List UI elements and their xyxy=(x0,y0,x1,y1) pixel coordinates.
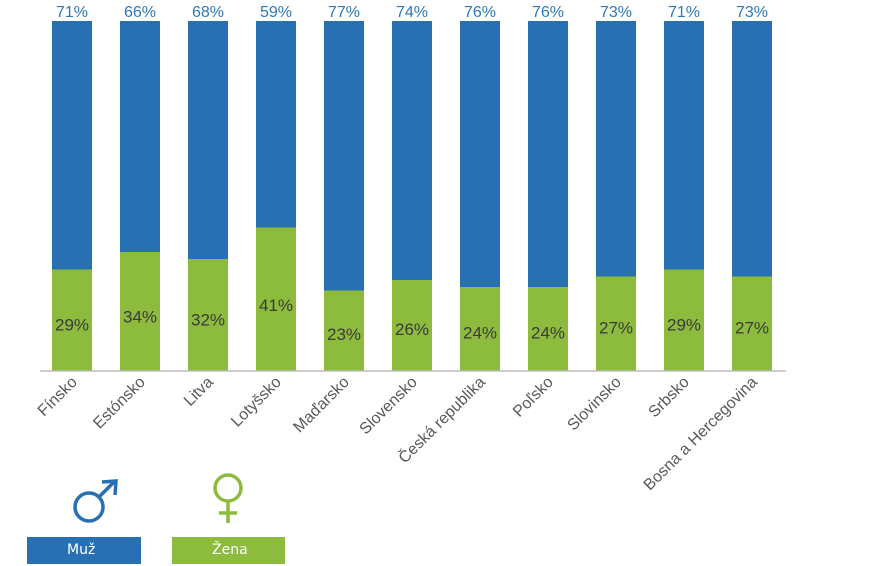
data-label-female: 32% xyxy=(191,310,225,329)
data-label-male: 73% xyxy=(600,4,632,21)
data-label-female: 23% xyxy=(327,325,361,344)
x-tick-labels-group: Fínsko Estónsko Litva Lotyšsko Maďarsko Slove… xyxy=(35,372,761,494)
data-label-male: 74% xyxy=(396,4,428,21)
bar-male xyxy=(256,21,296,228)
x-tick-label: Litva xyxy=(181,374,217,410)
data-label-male: 76% xyxy=(532,4,564,21)
data-label-female: 26% xyxy=(395,320,429,339)
bar-male xyxy=(528,21,568,287)
bar-female xyxy=(460,287,500,371)
data-label-female: 27% xyxy=(599,319,633,338)
data-label-female: 29% xyxy=(55,315,89,334)
bar-female xyxy=(732,276,772,371)
data-label-female: 24% xyxy=(463,323,497,342)
data-label-male: 71% xyxy=(668,4,700,21)
data-labels-group: 71% 29% 66% 34% 68% 32% 59% 41% 77% 23% 74% 26% 76% 2… xyxy=(55,4,769,344)
bar-male xyxy=(188,21,228,259)
data-label-male: 77% xyxy=(328,4,360,21)
x-tick-label: Bosna a Hercegovina xyxy=(641,374,761,494)
data-label-male: 76% xyxy=(464,4,496,21)
x-tick-label: Fínsko xyxy=(35,374,81,420)
x-tick-label: Maďarsko xyxy=(290,374,352,436)
data-label-female: 27% xyxy=(735,319,769,338)
bar-male xyxy=(460,21,500,287)
legend-male-label: Muž xyxy=(67,542,96,558)
bar-female xyxy=(52,269,92,371)
bars-group xyxy=(52,21,772,371)
x-tick-label: Poľsko xyxy=(510,374,557,421)
bar-female xyxy=(664,269,704,371)
bar-female xyxy=(188,259,228,371)
bar-female xyxy=(596,276,636,371)
x-tick-label: Lotyšsko xyxy=(228,374,285,431)
data-label-male: 59% xyxy=(260,4,292,21)
legend-male: Muž xyxy=(27,537,141,564)
bar-female xyxy=(324,290,364,371)
data-label-female: 29% xyxy=(667,315,701,334)
bar-male xyxy=(120,21,160,252)
data-label-male: 73% xyxy=(736,4,768,21)
data-label-male: 68% xyxy=(192,4,224,21)
bar-male xyxy=(52,21,92,270)
legend-symbols xyxy=(73,473,243,523)
bar-male xyxy=(392,21,432,280)
x-tick-label: Estónsko xyxy=(90,374,149,433)
bar-female xyxy=(120,252,160,371)
bar-female xyxy=(528,287,568,371)
bar-male xyxy=(732,21,772,277)
male-symbol-icon xyxy=(73,479,118,523)
female-symbol-icon xyxy=(213,473,243,523)
data-label-male: 66% xyxy=(124,4,156,21)
legend-female-label: Žena xyxy=(212,542,248,558)
x-tick-label: Srbsko xyxy=(646,374,693,421)
bar-male xyxy=(596,21,636,277)
x-tick-label: Slovinsko xyxy=(564,374,625,435)
data-label-female: 41% xyxy=(259,296,293,315)
bar-female xyxy=(256,227,296,371)
data-label-female: 24% xyxy=(531,323,565,342)
bar-female xyxy=(392,280,432,371)
bar-male xyxy=(324,21,364,291)
legend-female: Žena xyxy=(172,537,285,564)
data-label-male: 71% xyxy=(56,4,88,21)
data-label-female: 34% xyxy=(123,307,157,326)
x-tick-label: Slovensko xyxy=(357,374,421,438)
bar-male xyxy=(664,21,704,270)
